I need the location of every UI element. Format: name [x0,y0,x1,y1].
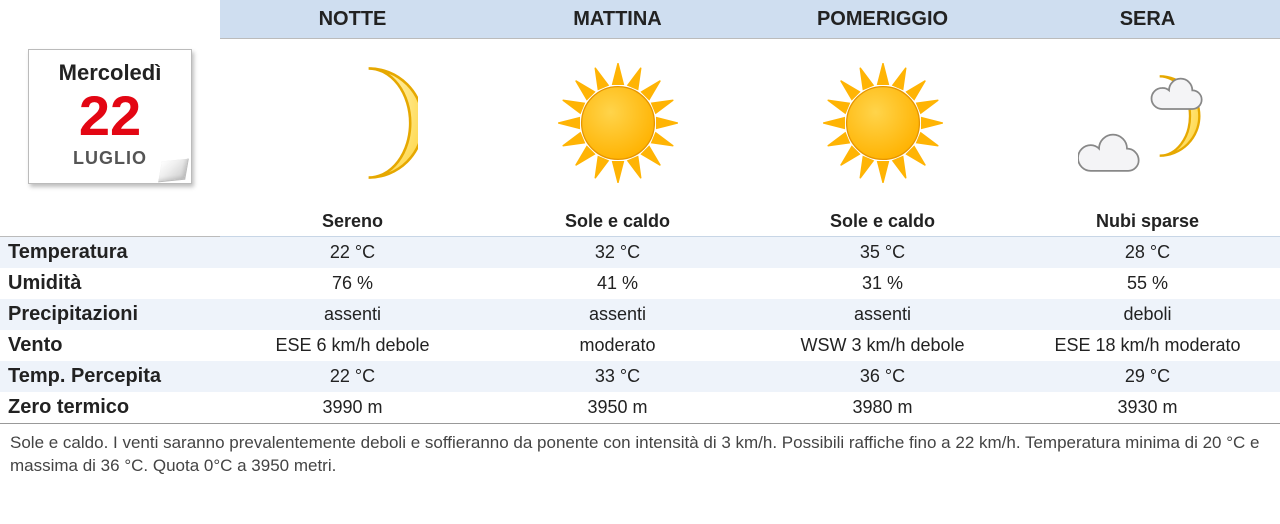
period-header: SERA [1015,0,1280,39]
sun-icon [818,58,948,188]
summary-row: Sole e caldo. I venti saranno prevalente… [0,424,1280,494]
table-row: Temperatura22 °C32 °C35 °C28 °C [0,237,1280,269]
condition-label: Nubi sparse [1015,207,1280,237]
date-card-cell: Mercoledì 22 LUGLIO [0,0,220,237]
weather-icon-cell [1015,39,1280,208]
forecast-table: Mercoledì 22 LUGLIO NOTTE MATTINA POMERI… [0,0,1280,494]
row-label: Zero termico [0,392,220,424]
moon-clouds-icon [1078,58,1218,188]
row-value: 3930 m [1015,392,1280,424]
date-card: Mercoledì 22 LUGLIO [28,49,192,184]
condition-label: Sole e caldo [485,207,750,237]
row-value: 28 °C [1015,237,1280,269]
row-value: 36 °C [750,361,1015,392]
weather-icon-cell [485,39,750,208]
row-label: Precipitazioni [0,299,220,330]
row-value: assenti [485,299,750,330]
row-value: 55 % [1015,268,1280,299]
row-label: Temp. Percepita [0,361,220,392]
row-value: WSW 3 km/h debole [750,330,1015,361]
row-value: 3950 m [485,392,750,424]
row-value: assenti [220,299,485,330]
date-day: 22 [35,88,185,144]
row-value: 32 °C [485,237,750,269]
table-row: Zero termico3990 m3950 m3980 m3930 m [0,392,1280,424]
row-value: ESE 18 km/h moderato [1015,330,1280,361]
row-label: Vento [0,330,220,361]
period-header: NOTTE [220,0,485,39]
table-row: Temp. Percepita22 °C33 °C36 °C29 °C [0,361,1280,392]
condition-label: Sereno [220,207,485,237]
row-value: assenti [750,299,1015,330]
row-value: 76 % [220,268,485,299]
row-value: 22 °C [220,237,485,269]
row-value: 29 °C [1015,361,1280,392]
page-curl-icon [158,158,189,182]
period-header-row: Mercoledì 22 LUGLIO NOTTE MATTINA POMERI… [0,0,1280,39]
sun-icon [553,58,683,188]
table-row: Umidità76 %41 %31 %55 % [0,268,1280,299]
row-value: 35 °C [750,237,1015,269]
condition-label: Sole e caldo [750,207,1015,237]
weather-icon-cell [220,39,485,208]
row-value: 33 °C [485,361,750,392]
row-value: ESE 6 km/h debole [220,330,485,361]
table-row: VentoESE 6 km/h debolemoderatoWSW 3 km/h… [0,330,1280,361]
row-value: deboli [1015,299,1280,330]
row-value: 3990 m [220,392,485,424]
row-label: Umidità [0,268,220,299]
date-dow: Mercoledì [35,60,185,86]
row-value: 31 % [750,268,1015,299]
period-header: POMERIGGIO [750,0,1015,39]
period-header: MATTINA [485,0,750,39]
weather-icon-cell [750,39,1015,208]
row-label: Temperatura [0,237,220,269]
moon-icon [288,58,418,188]
table-row: Precipitazioniassentiassentiassentidebol… [0,299,1280,330]
summary-text: Sole e caldo. I venti saranno prevalente… [0,424,1280,494]
row-value: moderato [485,330,750,361]
row-value: 22 °C [220,361,485,392]
row-value: 3980 m [750,392,1015,424]
row-value: 41 % [485,268,750,299]
